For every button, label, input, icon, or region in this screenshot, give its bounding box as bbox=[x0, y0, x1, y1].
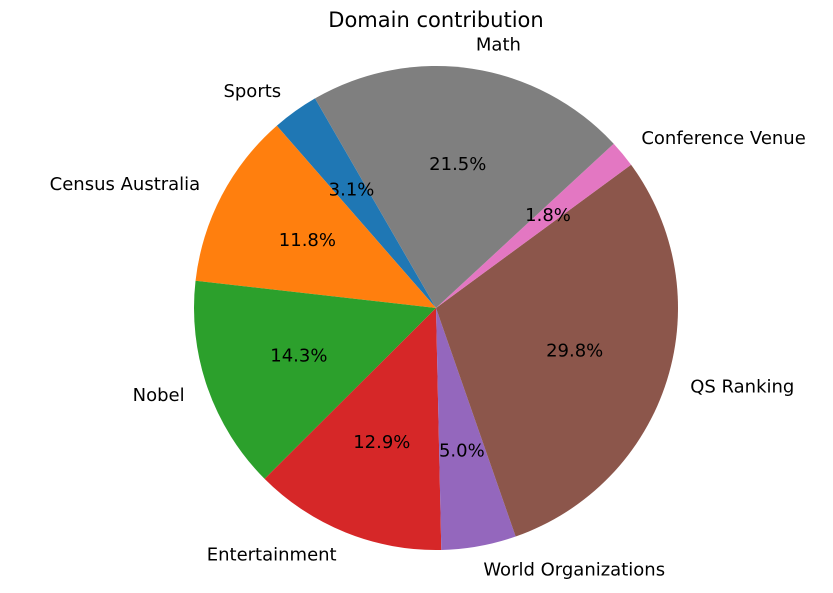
pct-label-world-organizations: 5.0% bbox=[439, 440, 485, 461]
pct-label-conference-venue: 1.8% bbox=[525, 205, 571, 226]
pct-label-nobel: 14.3% bbox=[270, 345, 327, 366]
pct-label-sports: 3.1% bbox=[329, 179, 375, 200]
pie-slice-qs-ranking bbox=[436, 164, 679, 537]
pct-label-qs-ranking: 29.8% bbox=[546, 341, 603, 362]
percent-labels: 3.1% 11.8% 14.3% 12.9% 5.0% 29.8% 1.8% 21.5% bbox=[270, 154, 603, 461]
category-label-conference-venue: Conference Venue bbox=[641, 128, 805, 149]
pie-slice-census-australia bbox=[195, 125, 436, 309]
pct-label-census-australia: 11.8% bbox=[279, 230, 336, 251]
category-label-qs-ranking: QS Ranking bbox=[690, 376, 794, 397]
pie-slices bbox=[193, 66, 679, 550]
pie-slice-sports bbox=[276, 98, 436, 308]
category-label-census-australia: Census Australia bbox=[50, 174, 201, 195]
pie-slice-math bbox=[315, 66, 614, 309]
category-label-entertainment: Entertainment bbox=[207, 544, 337, 565]
chart-title: Domain contribution bbox=[328, 8, 543, 32]
category-label-world-organizations: World Organizations bbox=[483, 559, 665, 580]
pct-label-math: 21.5% bbox=[429, 154, 486, 175]
pct-label-entertainment: 12.9% bbox=[353, 432, 410, 453]
pie-slice-world-organizations bbox=[436, 308, 516, 550]
category-labels: Sports Census Australia Nobel Entertainment… bbox=[50, 34, 806, 580]
category-label-sports: Sports bbox=[223, 81, 281, 102]
category-label-nobel: Nobel bbox=[133, 385, 185, 406]
pie-slice-nobel bbox=[193, 280, 436, 479]
pie-slice-entertainment bbox=[264, 308, 442, 550]
pie-slice-conference-venue bbox=[436, 143, 632, 308]
category-label-math: Math bbox=[476, 34, 521, 55]
